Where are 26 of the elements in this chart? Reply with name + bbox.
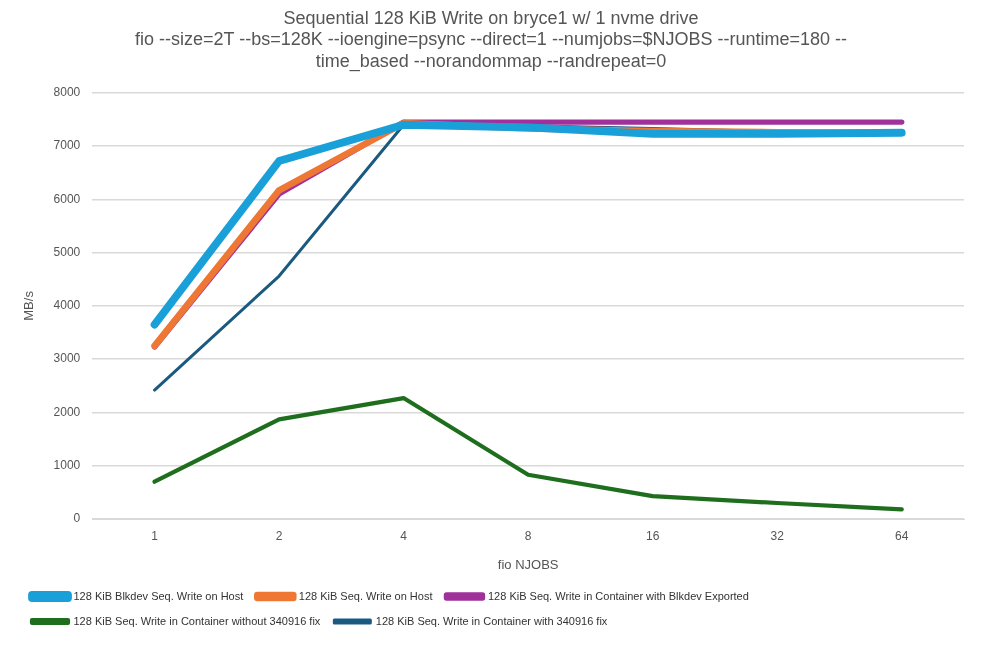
text: Sequential 128 KiB Write on bryce1 w/ 1 nvme drive (283, 7, 699, 28)
x-axis-title: fio NJOBS (497, 556, 559, 572)
text: fio --size=2T --bs=128K --ioengine=psync --direct=1 --numjobs=$NJOBS --runtime=180 -- (135, 29, 847, 50)
legend-label: 128 KiB Seq. Write in Container without 340916 fix (73, 614, 321, 627)
legend-label: 128 KiB Seq. Write in Container with Blkdev Exported (487, 589, 749, 602)
text: time_based --norandommap --randrepeat=0 (315, 50, 667, 71)
y-tick-label: 8000 (53, 85, 81, 100)
x-tick-label: 64 (895, 528, 909, 543)
y-tick-label: 4000 (53, 298, 81, 313)
legend-label: 128 KiB Seq. Write on Host (298, 589, 433, 602)
x-tick-label: 8 (524, 528, 532, 543)
y-tick-label: 7000 (53, 138, 81, 153)
x-tick-label: 4 (400, 528, 408, 543)
legend-label: 128 KiB Seq. Write in Container with 340916 fix (375, 614, 608, 627)
y-tick-label: 1000 (53, 458, 81, 473)
legend-label: 128 KiB Blkdev Seq. Write on Host (73, 589, 244, 602)
y-tick-label: 3000 (53, 351, 81, 366)
x-tick-label: 2 (275, 528, 283, 543)
y-tick-label: 2000 (53, 404, 81, 419)
x-tick-label: 32 (770, 528, 785, 543)
x-tick-label: 16 (646, 528, 660, 543)
y-axis-title: MB/s (21, 290, 37, 321)
y-tick-label: 5000 (53, 244, 81, 259)
x-tick-label: 1 (151, 528, 159, 543)
y-tick-label: 6000 (53, 191, 81, 206)
y-tick-label: 0 (73, 511, 81, 526)
